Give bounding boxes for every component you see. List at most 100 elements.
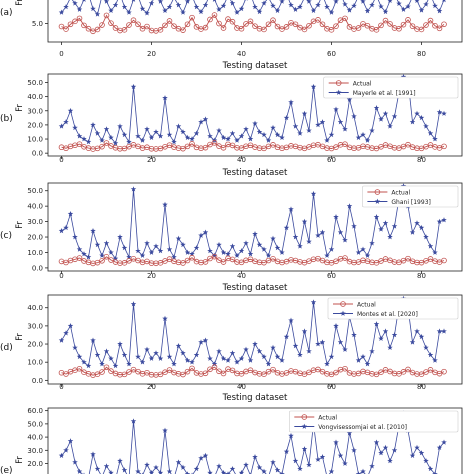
data-point-model: [301, 110, 308, 116]
axes-frame: [47, 182, 463, 272]
y-axis-label: Fr: [15, 221, 25, 229]
data-point-model: [162, 427, 168, 433]
data-point-model: [351, 332, 357, 338]
data-point-model: [85, 138, 92, 145]
data-point-model: [423, 458, 429, 464]
data-point-actual: [378, 369, 384, 375]
data-point-model: [261, 353, 267, 360]
data-point-model: [211, 252, 218, 258]
data-point-actual: [121, 260, 128, 266]
data-point-model: [225, 357, 231, 363]
data-point-actual: [72, 18, 78, 25]
data-point-actual: [405, 255, 411, 262]
data-point-model: [270, 124, 276, 131]
data-point-model: [139, 5, 146, 12]
data-point-model: [252, 120, 258, 126]
data-point-model: [373, 321, 380, 327]
data-point-model: [243, 461, 249, 468]
data-point-model: [261, 246, 267, 252]
data-point-model: [378, 3, 384, 9]
data-point-model: [180, 350, 186, 356]
data-point-actual: [126, 22, 132, 28]
data-point-model: [121, 131, 128, 138]
data-point-actual: [99, 143, 105, 150]
data-point-model: [351, 113, 357, 119]
data-point-model: [391, 113, 398, 119]
data-point-model: [441, 217, 447, 223]
data-point-actual: [220, 145, 227, 151]
plot-area: [58, 295, 447, 378]
legend-marker-model: [335, 89, 342, 95]
data-point-model: [157, 469, 164, 474]
data-point-model: [234, 359, 240, 365]
data-point-model: [193, 352, 200, 358]
data-point-model: [144, 346, 150, 352]
data-point-actual: [189, 141, 195, 147]
series-line-actual: [61, 14, 445, 32]
data-point-model: [121, 352, 128, 358]
data-point-model: [270, 459, 276, 465]
data-point-actual: [229, 18, 236, 25]
data-point-model: [166, 246, 173, 252]
y-tick-label: 40.0: [27, 304, 43, 312]
data-point-actual: [202, 144, 209, 151]
data-point-model: [135, 468, 141, 474]
data-point-model: [117, 234, 123, 240]
data-point-model: [265, 252, 272, 258]
legend: Actual Vongvisessomjai et al. [2010]: [288, 410, 459, 433]
data-point-actual: [171, 23, 177, 29]
data-point-model: [198, 8, 204, 15]
y-tick-label: 50.0: [27, 420, 43, 428]
x-tick-label: 60: [327, 156, 336, 164]
data-point-actual: [382, 17, 389, 24]
data-point-actual: [373, 371, 380, 378]
data-point-model: [247, 357, 254, 363]
data-point-model: [351, 447, 357, 453]
chart-panel-1: 5.0 0 20 40 60 80 Testing dataset Fr(a): [0, 0, 463, 71]
legend-box: [323, 76, 459, 99]
data-point-actual: [252, 23, 258, 29]
data-point-model: [121, 4, 128, 10]
data-point-model: [81, 251, 87, 257]
data-point-model: [63, 4, 69, 10]
data-point-actual: [166, 18, 173, 24]
data-point-model: [324, 252, 330, 258]
data-point-actual: [207, 366, 213, 373]
data-point-model: [409, 229, 416, 235]
data-point-actual: [373, 260, 380, 266]
data-point-actual: [193, 24, 200, 30]
data-point-model: [175, 123, 182, 129]
x-tick-label: 40: [237, 383, 246, 391]
y-axis-label: Fr: [15, 0, 25, 6]
data-point-model: [148, 249, 155, 255]
data-point-model: [171, 138, 177, 145]
data-point-model: [310, 299, 317, 305]
data-point-model: [117, 458, 123, 464]
data-point-model: [229, 130, 236, 136]
data-point-actual: [387, 368, 393, 375]
data-point-actual: [432, 22, 438, 29]
chart-panel-5: 20.0 30.0 40.0 50.0 60.0 Fr(e) Actual Vongvises…: [0, 407, 463, 474]
data-point-model: [126, 9, 132, 15]
data-point-actual: [423, 369, 429, 375]
data-point-model: [310, 190, 317, 197]
data-point-actual: [76, 15, 83, 22]
data-point-actual: [144, 23, 150, 30]
data-point-model: [76, 353, 83, 360]
data-point-model: [90, 337, 96, 343]
data-point-model: [144, 240, 150, 246]
data-point-model: [360, 0, 366, 4]
data-point-actual: [405, 141, 411, 148]
chart-panel-2: 0.0 10.0 20.0 30.0 40.0 50.0 0 20 40 60 80 Testing …: [0, 73, 463, 178]
y-tick-label: 0.0: [32, 377, 43, 385]
data-point-model: [81, 136, 87, 142]
data-point-model: [175, 2, 182, 8]
y-axis-label: Fr: [15, 333, 25, 341]
legend-label: Montes et al. [2020]: [357, 311, 418, 318]
data-point-model: [72, 234, 78, 240]
data-point-actual: [306, 258, 312, 264]
data-point-model: [400, 74, 407, 80]
data-point-model: [103, 0, 110, 4]
data-point-model: [72, 124, 78, 131]
